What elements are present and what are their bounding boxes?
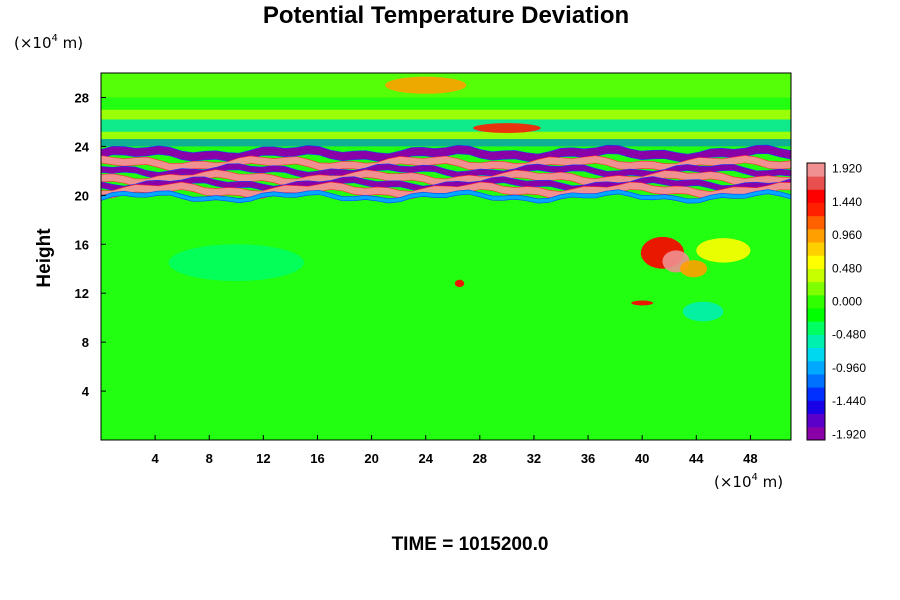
x-tick-label: 4 [152,451,160,466]
x-tick-label: 32 [527,451,541,466]
colorbar-tick-label: -1.440 [832,394,866,408]
colorbar-swatch [807,228,825,243]
colorbar-swatch [807,268,825,283]
x-tick-label: 20 [364,451,378,466]
field-feature [168,244,304,281]
colorbar-swatch [807,334,825,349]
colorbar-tick-label: -1.920 [832,427,866,441]
y-tick-label: 24 [75,139,90,154]
colorbar-swatch [807,347,825,362]
x-tick-label: 24 [418,451,433,466]
field-band [101,131,791,140]
colorbar-swatch [807,321,825,335]
colorbar-swatch [807,242,825,256]
field-feature [454,279,465,288]
field-feature [682,301,724,322]
x-tick-label: 16 [310,451,324,466]
colorbar-swatch [807,255,825,269]
colorbar-swatch [807,400,825,415]
chart-title: Potential Temperature Deviation [263,2,629,29]
field-feature [385,76,467,94]
time-label: TIME = 1015200.0 [392,534,549,555]
y-tick-label: 20 [75,188,89,203]
colorbar-swatch [807,202,825,217]
colorbar-swatch [807,387,825,401]
x-tick-label: 36 [581,451,595,466]
colorbar-tick-label: 1.440 [832,195,862,209]
temperature-field [100,73,792,322]
colorbar-swatch [807,374,825,388]
colorbar-swatch [807,176,825,190]
colorbar-tick-label: -0.960 [832,361,866,375]
y-axis-label: Height [34,228,55,288]
x-axis: 4 8 12 16 20 24 28 32 36 40 44 48 [152,435,758,466]
x-tick-label: 48 [743,451,757,466]
y-axis: 4 8 12 16 20 24 28 [75,90,106,399]
y-tick-label: 12 [75,286,89,301]
x-tick-label: 8 [206,451,213,466]
colorbar-tick-label: 1.920 [832,162,862,176]
plot-area [100,72,792,441]
colorbar-swatch [807,413,825,428]
y-tick-label: 16 [75,237,89,252]
colorbar-swatch [807,360,825,375]
x-tick-label: 12 [256,451,270,466]
colorbar-swatch [807,426,825,441]
colorbar-swatch [807,215,825,230]
x-tick-label: 44 [689,451,704,466]
colorbar-tick-label: 0.960 [832,228,862,242]
field-feature [631,300,653,306]
x-axis-unit: (×104 m) [714,472,783,491]
field-band [101,139,791,147]
y-tick-label: 4 [82,384,90,399]
colorbar-tick-label: -0.480 [832,328,866,342]
colorbar: 1.920 1.440 0.960 0.480 0.000 -0.480 -0.960 -1.… [806,162,866,441]
colorbar-swatch [807,189,825,203]
colorbar-swatch [807,308,825,322]
field-band [101,119,791,132]
field-band [101,109,791,120]
x-tick-label: 40 [635,451,649,466]
plot-frame [100,72,792,441]
field-feature [473,123,541,133]
colorbar-swatch [807,281,825,296]
colorbar-swatch [807,163,825,177]
colorbar-tick-label: 0.000 [832,295,862,309]
field-feature [680,260,708,278]
x-tick-label: 28 [473,451,487,466]
colorbar-tick-label: 0.480 [832,261,862,275]
y-axis-unit: (×104 m) [14,33,83,52]
field-feature [696,238,751,263]
y-tick-label: 28 [75,90,89,105]
y-tick-label: 8 [82,335,89,350]
colorbar-swatch [807,294,825,309]
colorbar-frame [806,162,826,441]
